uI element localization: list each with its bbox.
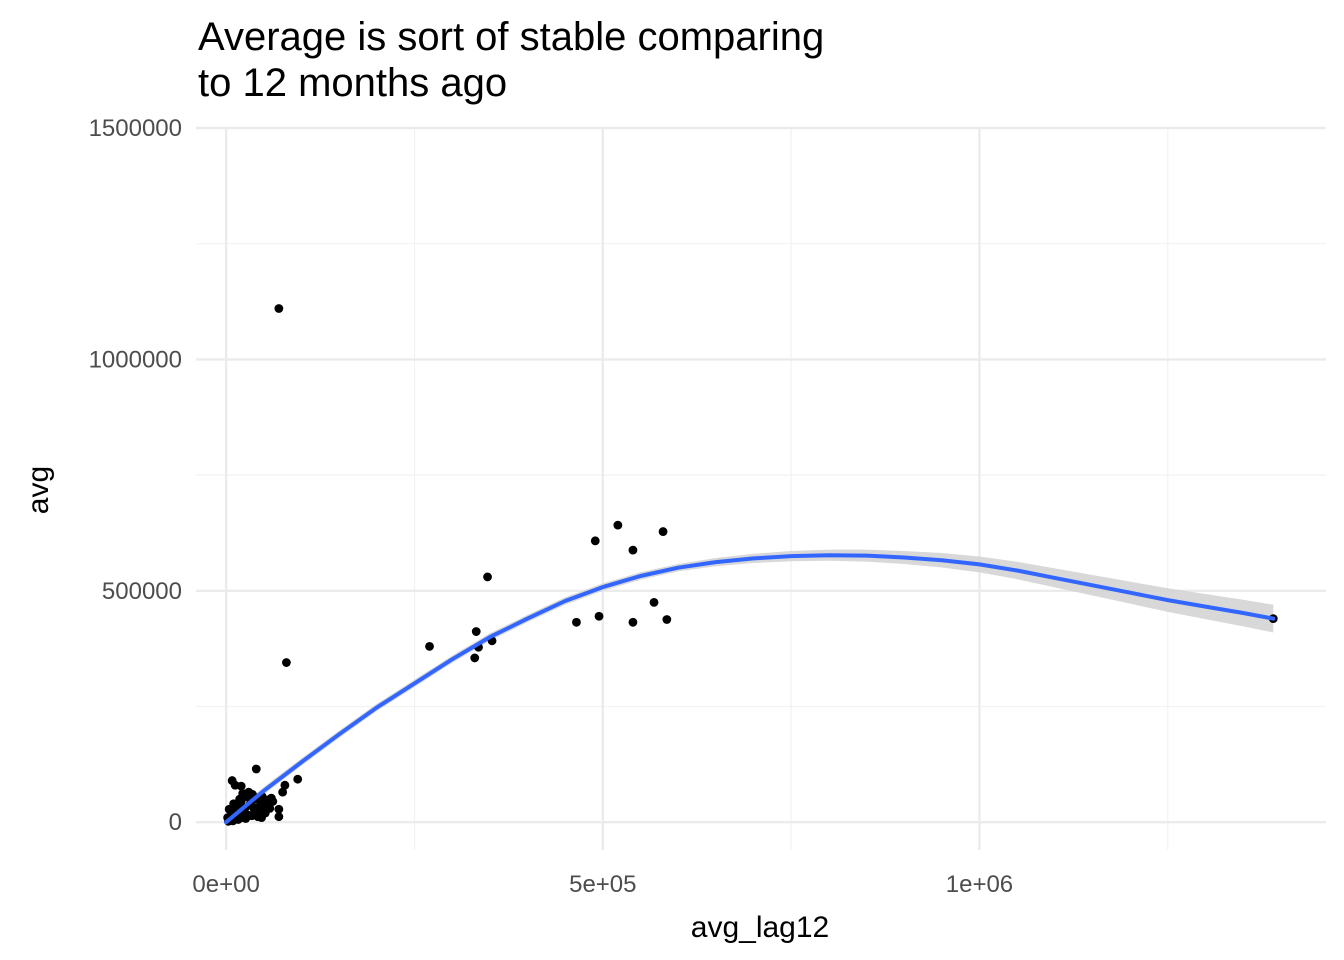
y-axis-title: avg: [22, 466, 55, 514]
data-point-68: [224, 804, 234, 814]
data-point-21: [278, 787, 288, 797]
data-point-3: [470, 653, 480, 663]
x-tick-labels: 0e+00 5e+05 1e+06: [192, 871, 1013, 898]
data-point-54: [233, 815, 243, 824]
major-gridlines: [196, 126, 1326, 850]
data-point-1: [282, 658, 291, 667]
data-point-58: [248, 803, 258, 812]
y-tick-labels: 0 500000 1000000 1500000: [89, 115, 182, 836]
data-point-14: [649, 597, 659, 607]
data-points: [223, 304, 1278, 826]
data-point-18: [251, 764, 261, 774]
data-point-12: [628, 545, 638, 555]
data-point-15: [658, 527, 668, 536]
data-point-26: [236, 781, 246, 791]
smooth-trend-line: [224, 553, 1276, 825]
data-point-60: [257, 813, 266, 823]
x-tick-label-0: 0e+00: [192, 871, 259, 898]
chart-title-line-2: to 12 months ago: [198, 61, 508, 105]
y-tick-label-1: 500000: [102, 578, 182, 605]
minor-gridlines: [196, 128, 1326, 850]
x-tick-label-1: 5e+05: [569, 871, 636, 898]
y-tick-label-3: 1500000: [89, 115, 182, 142]
chart-title: Average is sort of stable comparing to 1…: [198, 14, 824, 106]
chart-title-line-1: Average is sort of stable comparing: [198, 15, 825, 59]
data-point-23: [274, 812, 284, 822]
data-point-20: [280, 780, 290, 790]
data-point-66: [235, 794, 245, 804]
data-point-10: [594, 611, 604, 621]
x-tick-label-2: 1e+06: [946, 871, 1013, 898]
data-point-13: [628, 617, 638, 627]
data-point-11: [613, 520, 623, 530]
data-point-9: [590, 536, 600, 546]
data-point-6: [483, 572, 492, 582]
data-point-2: [425, 641, 434, 651]
y-tick-label-0: 0: [169, 809, 182, 836]
data-point-57: [247, 811, 257, 821]
data-point-0: [274, 304, 284, 313]
x-axis-title: avg_lag12: [691, 911, 829, 944]
data-point-8: [572, 617, 581, 627]
data-point-63: [268, 797, 278, 806]
y-tick-label-2: 1000000: [89, 346, 182, 373]
data-point-16: [662, 615, 672, 624]
data-point-22: [274, 804, 284, 814]
data-point-19: [293, 774, 303, 784]
data-point-4: [471, 627, 481, 636]
smooth-line: [224, 553, 1276, 825]
